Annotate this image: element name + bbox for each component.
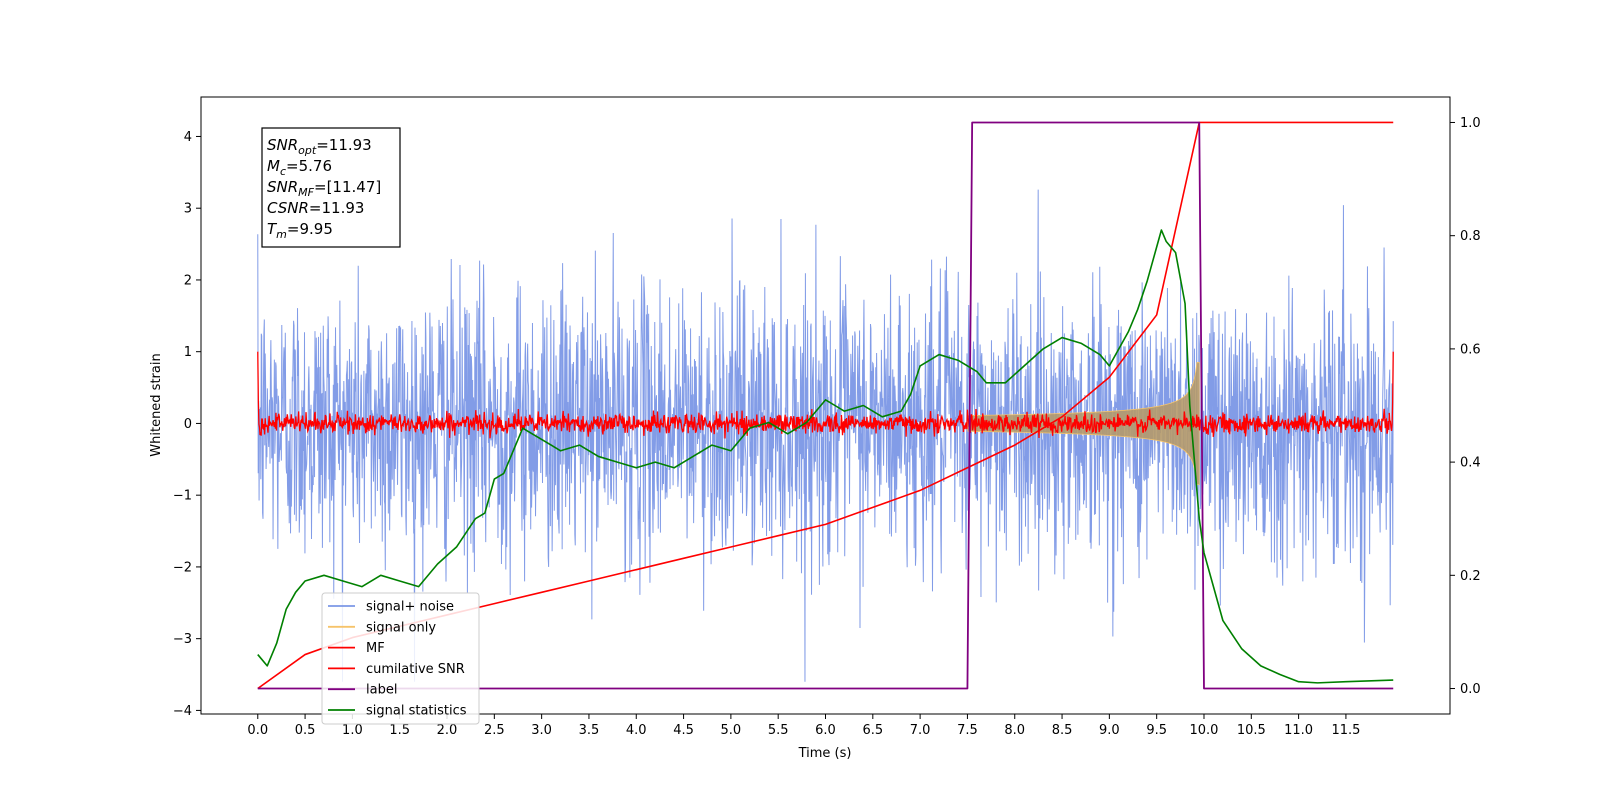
x-tick-label: 1.0 bbox=[342, 723, 363, 738]
legend-label: MF bbox=[366, 641, 385, 656]
series-mf bbox=[257, 351, 1394, 439]
x-tick-label: 5.5 bbox=[768, 723, 789, 738]
y2-tick-label: 0.0 bbox=[1460, 682, 1481, 697]
x-tick-label: 11.0 bbox=[1284, 723, 1313, 738]
series-signal-statistics bbox=[257, 229, 1394, 684]
x-tick-label: 3.0 bbox=[531, 723, 552, 738]
x-tick-label: 9.5 bbox=[1146, 723, 1167, 738]
y-axis-left: −4 −3 −2 −1 0 1 2 3 4 bbox=[173, 130, 201, 719]
x-tick-label: 8.5 bbox=[1052, 723, 1073, 738]
y-axis-right: 0.0 0.2 0.4 0.6 0.8 1.0 bbox=[1450, 116, 1481, 697]
y-tick-label: 1 bbox=[184, 345, 192, 360]
y-tick-label: 3 bbox=[184, 202, 192, 217]
y2-tick-label: 0.6 bbox=[1460, 342, 1481, 357]
y2-tick-label: 0.8 bbox=[1460, 229, 1481, 244]
legend-label: cumilative SNR bbox=[366, 662, 465, 677]
snr-opt-text: SNRopt=11.93 bbox=[267, 136, 372, 157]
annotation-frame bbox=[261, 127, 401, 248]
x-axis: 0.0 0.5 1.0 1.5 2.0 2.5 3.0 3.5 4.0 4.5 5.0 5.5 6.0 6… bbox=[247, 714, 1360, 738]
y2-tick-label: 1.0 bbox=[1460, 116, 1481, 131]
mc-text: Mc=5.76 bbox=[267, 157, 332, 178]
x-tick-label: 3.5 bbox=[579, 723, 600, 738]
series-signal-plus-noise bbox=[257, 189, 1394, 682]
snr-mf-text: SNRMF=[11.47] bbox=[267, 178, 381, 199]
x-tick-label: 4.0 bbox=[626, 723, 647, 738]
x-tick-label: 0.5 bbox=[295, 723, 316, 738]
y-tick-label: 2 bbox=[184, 273, 192, 288]
x-tick-label: 8.0 bbox=[1004, 723, 1025, 738]
tm-text: Tm=9.95 bbox=[267, 220, 333, 241]
x-tick-label: 4.5 bbox=[673, 723, 694, 738]
x-tick-label: 11.5 bbox=[1331, 723, 1360, 738]
legend-frame bbox=[321, 592, 480, 725]
y-tick-label: −2 bbox=[173, 560, 192, 575]
y-axis-label: Whitened strain bbox=[149, 353, 164, 456]
x-tick-label: 0.0 bbox=[247, 723, 268, 738]
x-tick-label: 10.0 bbox=[1190, 723, 1219, 738]
x-tick-label: 6.0 bbox=[815, 723, 836, 738]
x-tick-label: 5.0 bbox=[721, 723, 742, 738]
series-layer bbox=[257, 121, 1394, 690]
legend-label: signal statistics bbox=[366, 704, 467, 719]
y-tick-label: 4 bbox=[184, 130, 192, 145]
y2-tick-label: 0.4 bbox=[1460, 456, 1481, 471]
annotation-box: SNRopt=11.93 Mc=5.76 SNRMF=[11.47] CSNR=… bbox=[261, 127, 401, 248]
y-tick-label: −4 bbox=[173, 704, 192, 719]
series-label bbox=[257, 121, 1394, 690]
x-tick-label: 7.5 bbox=[957, 723, 978, 738]
legend-label: label bbox=[366, 683, 397, 698]
y-tick-label: 0 bbox=[184, 417, 192, 432]
legend: signal+ noise signal only MF cumilative SNR… bbox=[321, 592, 480, 725]
x-tick-label: 1.5 bbox=[389, 723, 410, 738]
x-tick-label: 6.5 bbox=[862, 723, 883, 738]
x-tick-label: 2.5 bbox=[484, 723, 505, 738]
x-tick-label: 9.0 bbox=[1099, 723, 1120, 738]
x-axis-label: Time (s) bbox=[798, 746, 852, 761]
legend-label: signal+ noise bbox=[366, 600, 454, 615]
y-tick-label: −3 bbox=[173, 632, 192, 647]
x-tick-label: 2.0 bbox=[437, 723, 458, 738]
x-tick-label: 10.5 bbox=[1237, 723, 1266, 738]
y2-tick-label: 0.2 bbox=[1460, 569, 1481, 584]
legend-label: signal only bbox=[366, 620, 436, 635]
csnr-text: CSNR=11.93 bbox=[267, 199, 364, 217]
y-tick-label: −1 bbox=[173, 489, 192, 504]
x-tick-label: 7.0 bbox=[910, 723, 931, 738]
